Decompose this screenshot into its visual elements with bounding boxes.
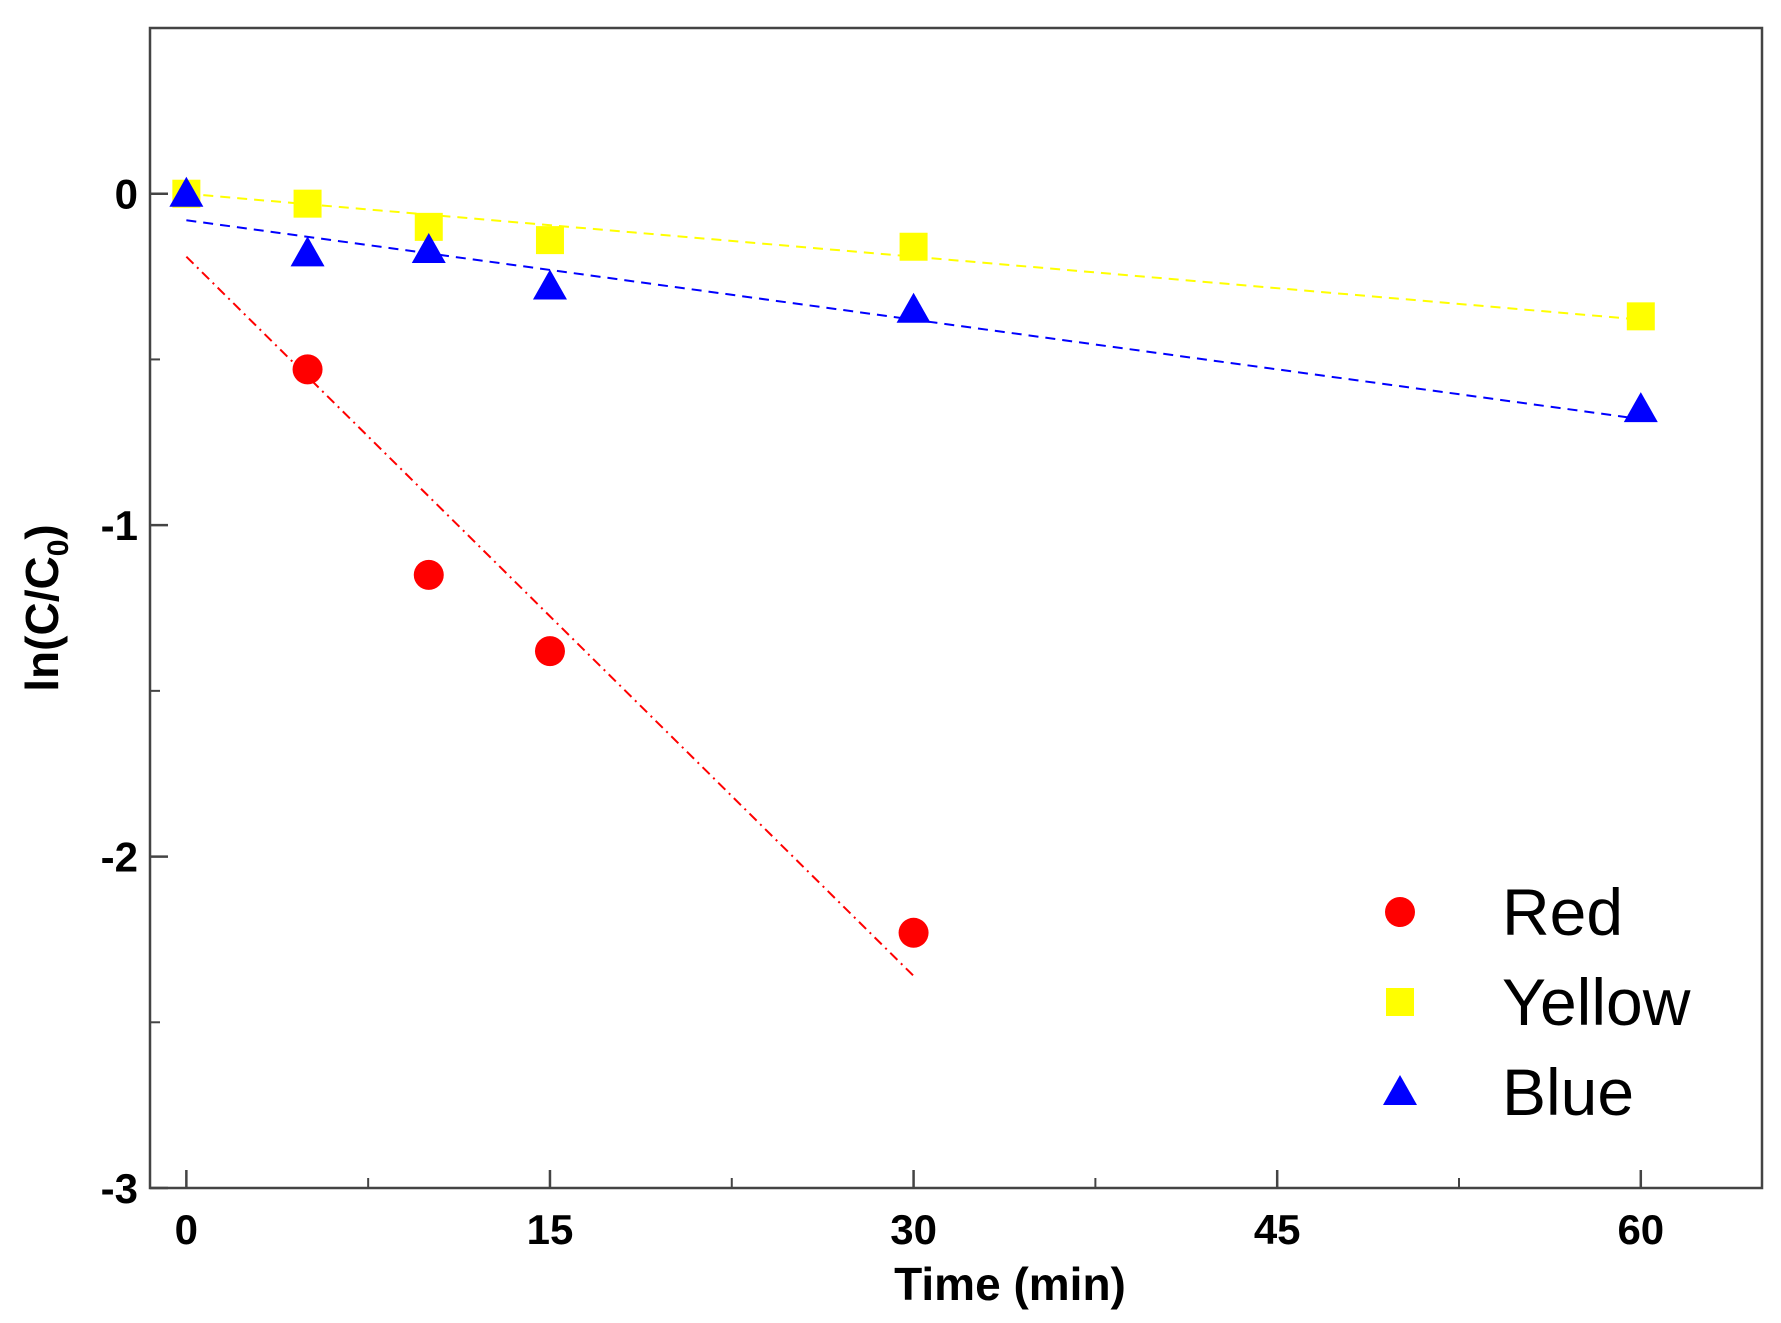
- blue-point: [896, 292, 931, 323]
- y-axis-title: ln(C/C0): [16, 524, 75, 691]
- x-tick-label: 15: [527, 1206, 574, 1253]
- data-points: [169, 176, 1658, 948]
- legend-marker-blue: [1383, 1075, 1417, 1105]
- y-axis-title-main: ln(C/C: [16, 556, 68, 691]
- x-tick-label: 60: [1617, 1206, 1664, 1253]
- legend-label-red: Red: [1502, 875, 1623, 949]
- plot-frame: [148, 26, 1764, 1190]
- blue-point: [532, 269, 567, 300]
- y-axis-title-close: ): [16, 524, 68, 539]
- blue-point: [290, 236, 325, 267]
- legend-marker-red: [1385, 897, 1415, 927]
- y-axis-ticks: 0 -1 -2 -3: [101, 171, 168, 1212]
- red-point: [292, 354, 323, 385]
- y-tick-label: 0: [115, 171, 138, 218]
- legend-label-blue: Blue: [1502, 1055, 1634, 1129]
- blue-point: [169, 176, 204, 207]
- yellow-point: [535, 226, 564, 255]
- y-tick-label: -3: [101, 1165, 138, 1212]
- x-tick-label: 45: [1254, 1206, 1301, 1253]
- y-tick-label: -2: [101, 834, 138, 881]
- x-axis-ticks: 0 15 30 45 60: [175, 1170, 1664, 1253]
- x-axis-title: Time (min): [894, 1258, 1126, 1310]
- red-point: [413, 559, 444, 590]
- yellow-point: [899, 232, 928, 261]
- yellow-point: [293, 189, 322, 218]
- yellow-point: [1626, 302, 1655, 331]
- y-tick-label: -1: [101, 502, 138, 549]
- blue-point: [411, 233, 446, 264]
- blue-point: [1623, 392, 1658, 423]
- red-point: [898, 917, 929, 948]
- legend-marker-yellow: [1386, 988, 1414, 1016]
- red-point: [534, 636, 565, 667]
- y-axis-title-subscript: 0: [42, 540, 75, 557]
- x-tick-label: 30: [890, 1206, 937, 1253]
- legend: Red Yellow Blue: [1383, 875, 1691, 1129]
- legend-label-yellow: Yellow: [1502, 965, 1691, 1039]
- x-tick-label: 0: [175, 1206, 198, 1253]
